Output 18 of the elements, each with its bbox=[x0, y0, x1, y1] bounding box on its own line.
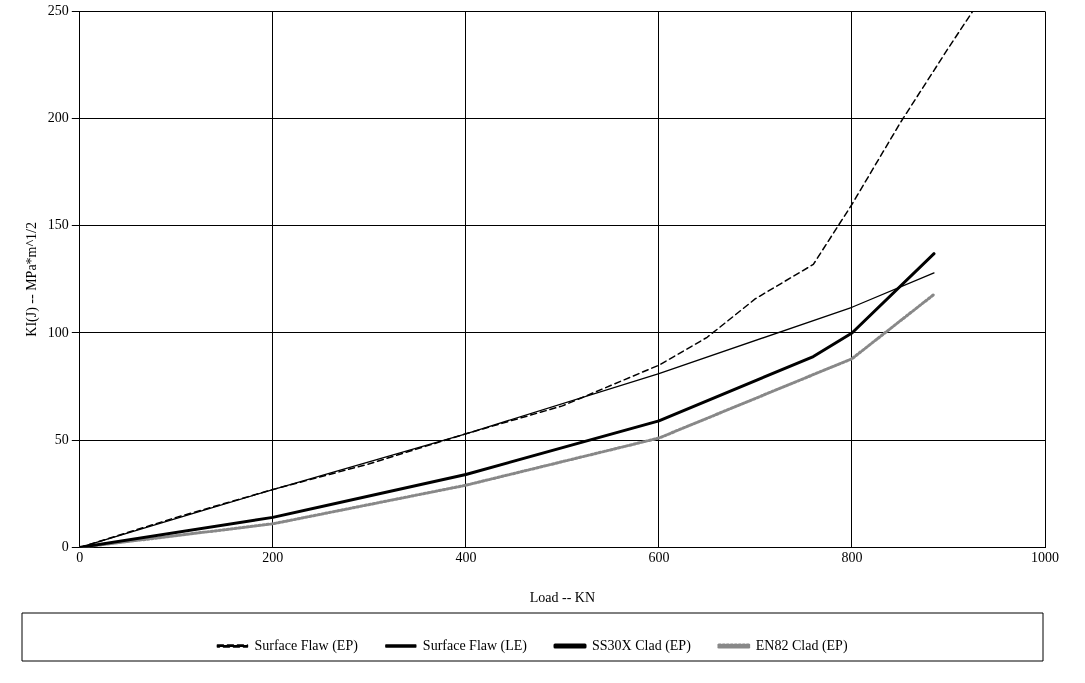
y-tick-label: 250 bbox=[47, 3, 69, 19]
x-tick-label: 200 bbox=[262, 550, 284, 566]
x-tick-label: 1000 bbox=[1031, 550, 1059, 566]
x-axis-title: Load -- KN bbox=[529, 590, 596, 606]
y-tick-label: 50 bbox=[54, 431, 69, 447]
y-tick-label: 200 bbox=[47, 110, 69, 126]
legend-label: SS30X Clad (EP) bbox=[592, 637, 692, 654]
y-tick-label: 150 bbox=[47, 217, 69, 233]
legend-label: Surface Flaw (EP) bbox=[254, 637, 359, 654]
y-tick-label: 100 bbox=[47, 324, 69, 340]
legend-label: EN82 Clad (EP) bbox=[755, 637, 848, 654]
x-tick-label: 0 bbox=[76, 550, 84, 566]
legend-label: Surface Flaw (LE) bbox=[422, 637, 528, 654]
x-tick-label: 800 bbox=[841, 550, 863, 566]
y-tick-label: 0 bbox=[61, 539, 69, 555]
x-tick-label: 400 bbox=[455, 550, 477, 566]
y-axis-title: KI(J) -- MPa*m^1/2 bbox=[24, 222, 41, 337]
x-tick-label: 600 bbox=[648, 550, 670, 566]
